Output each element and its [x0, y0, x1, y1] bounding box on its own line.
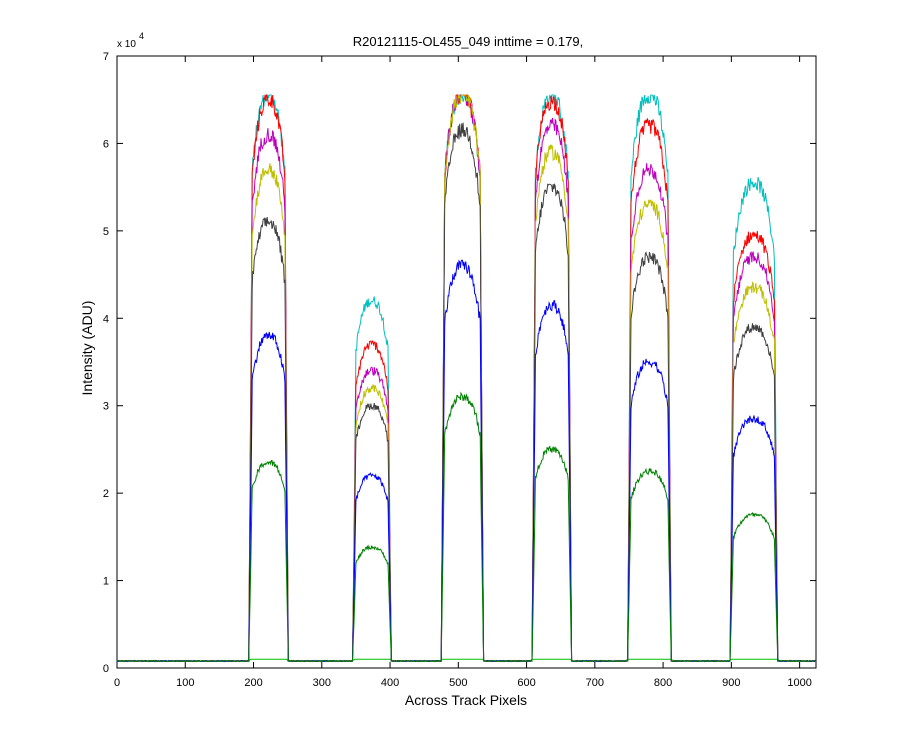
y-tick-label: 2 — [103, 488, 109, 500]
y-tick-label: 1 — [103, 576, 109, 588]
y-multiplier: x 10 4 — [117, 31, 144, 50]
x-tick-label: 100 — [176, 677, 194, 689]
x-tick-label: 1000 — [787, 677, 811, 689]
y-tick-label: 7 — [103, 51, 109, 63]
x-tick-label: 200 — [244, 677, 262, 689]
x-tick-label: 800 — [654, 677, 672, 689]
series-layer — [116, 93, 817, 663]
x-tick-label: 300 — [313, 677, 331, 689]
y-multiplier-exponent: 4 — [139, 31, 144, 41]
x-tick-label: 500 — [449, 677, 467, 689]
y-multiplier-base: x 10 — [117, 39, 136, 50]
plot-axes — [116, 55, 817, 669]
x-tick-label: 0 — [114, 677, 120, 689]
x-axis-label: Across Track Pixels — [405, 692, 527, 708]
x-tick-label: 600 — [517, 677, 535, 689]
y-tick-label: 3 — [103, 401, 109, 413]
y-axis-label: Intensity (ADU) — [79, 301, 95, 396]
series-line-7 — [116, 391, 817, 663]
plot-area — [116, 55, 817, 669]
x-tick-label: 700 — [586, 677, 604, 689]
x-tick-label: 400 — [381, 677, 399, 689]
x-tick-label: 900 — [722, 677, 740, 689]
y-tick-label: 5 — [103, 226, 109, 238]
y-tick-label: 4 — [103, 313, 109, 325]
y-tick-label: 6 — [103, 138, 109, 150]
y-tick-label: 0 — [103, 663, 109, 675]
chart-title: R20121115-OL455_049 inttime = 0.179, — [353, 34, 583, 49]
tick-layer: 0 100 200 300 400 500 600 700 800 900 1000 0 1 2 3 4 5 6 7 — [103, 51, 816, 689]
